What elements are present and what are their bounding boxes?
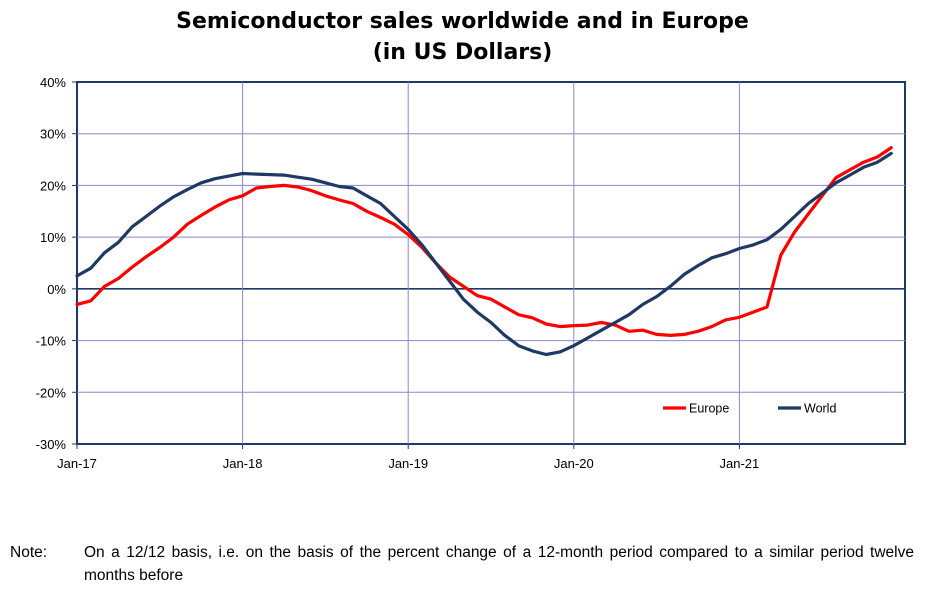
series-line-world	[75, 151, 893, 357]
y-tick-label: 40%	[40, 75, 66, 90]
legend-label-europe: Europe	[689, 402, 729, 416]
x-tick-label: Jan-20	[554, 456, 594, 471]
chart-title: Semiconductor sales worldwide and in Eur…	[0, 6, 925, 68]
x-tick-label: Jan-21	[720, 456, 760, 471]
line-chart: 40% 30% 20% 10% 0% -10% -20% -30% Jan-17 Jan-18 Ja…	[36, 75, 906, 471]
legend-label-world: World	[804, 402, 836, 416]
y-tick-label: -20%	[36, 385, 67, 400]
y-tick-label: 10%	[40, 230, 66, 245]
y-tick-label: -10%	[36, 334, 67, 349]
y-tick-label: 30%	[40, 127, 66, 142]
note-text: On a 12/12 basis, i.e. on the basis of t…	[84, 544, 914, 584]
x-tick-label: Jan-19	[388, 456, 428, 471]
note-label: Note:	[10, 544, 48, 561]
y-tick-label: -30%	[36, 437, 67, 452]
x-tick-label: Jan-18	[223, 456, 263, 471]
plot-area	[76, 81, 906, 445]
chart-title-line-2: (in US Dollars)	[372, 40, 553, 65]
y-tick-label: 20%	[40, 178, 66, 193]
x-tick-label: Jan-17	[57, 456, 97, 471]
chart-title-line-1: Semiconductor sales worldwide and in Eur…	[176, 9, 749, 34]
y-tick-label: 0%	[47, 282, 66, 297]
series-line-europe	[75, 146, 893, 337]
